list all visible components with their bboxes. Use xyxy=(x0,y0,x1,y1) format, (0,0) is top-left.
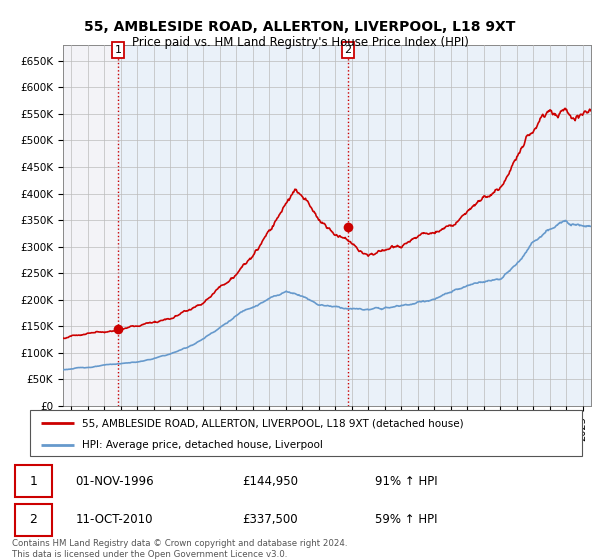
Text: £144,950: £144,950 xyxy=(242,474,298,488)
Text: 2: 2 xyxy=(29,514,37,526)
Text: 1: 1 xyxy=(115,45,121,55)
Text: Price paid vs. HM Land Registry's House Price Index (HPI): Price paid vs. HM Land Registry's House … xyxy=(131,36,469,49)
Text: 1: 1 xyxy=(29,474,37,488)
FancyBboxPatch shape xyxy=(15,465,52,497)
Text: Contains HM Land Registry data © Crown copyright and database right 2024.
This d: Contains HM Land Registry data © Crown c… xyxy=(12,539,347,559)
FancyBboxPatch shape xyxy=(15,504,52,536)
FancyBboxPatch shape xyxy=(30,410,582,456)
Text: 2: 2 xyxy=(344,45,352,55)
Bar xyxy=(118,45,348,406)
Bar xyxy=(63,45,118,406)
Text: 55, AMBLESIDE ROAD, ALLERTON, LIVERPOOL, L18 9XT: 55, AMBLESIDE ROAD, ALLERTON, LIVERPOOL,… xyxy=(85,20,515,34)
Text: 91% ↑ HPI: 91% ↑ HPI xyxy=(375,474,437,488)
Text: 55, AMBLESIDE ROAD, ALLERTON, LIVERPOOL, L18 9XT (detached house): 55, AMBLESIDE ROAD, ALLERTON, LIVERPOOL,… xyxy=(82,418,464,428)
Text: £337,500: £337,500 xyxy=(242,514,298,526)
Text: HPI: Average price, detached house, Liverpool: HPI: Average price, detached house, Live… xyxy=(82,440,323,450)
Text: 11-OCT-2010: 11-OCT-2010 xyxy=(76,514,153,526)
Text: 59% ↑ HPI: 59% ↑ HPI xyxy=(375,514,437,526)
Bar xyxy=(348,45,591,406)
Text: 01-NOV-1996: 01-NOV-1996 xyxy=(76,474,154,488)
